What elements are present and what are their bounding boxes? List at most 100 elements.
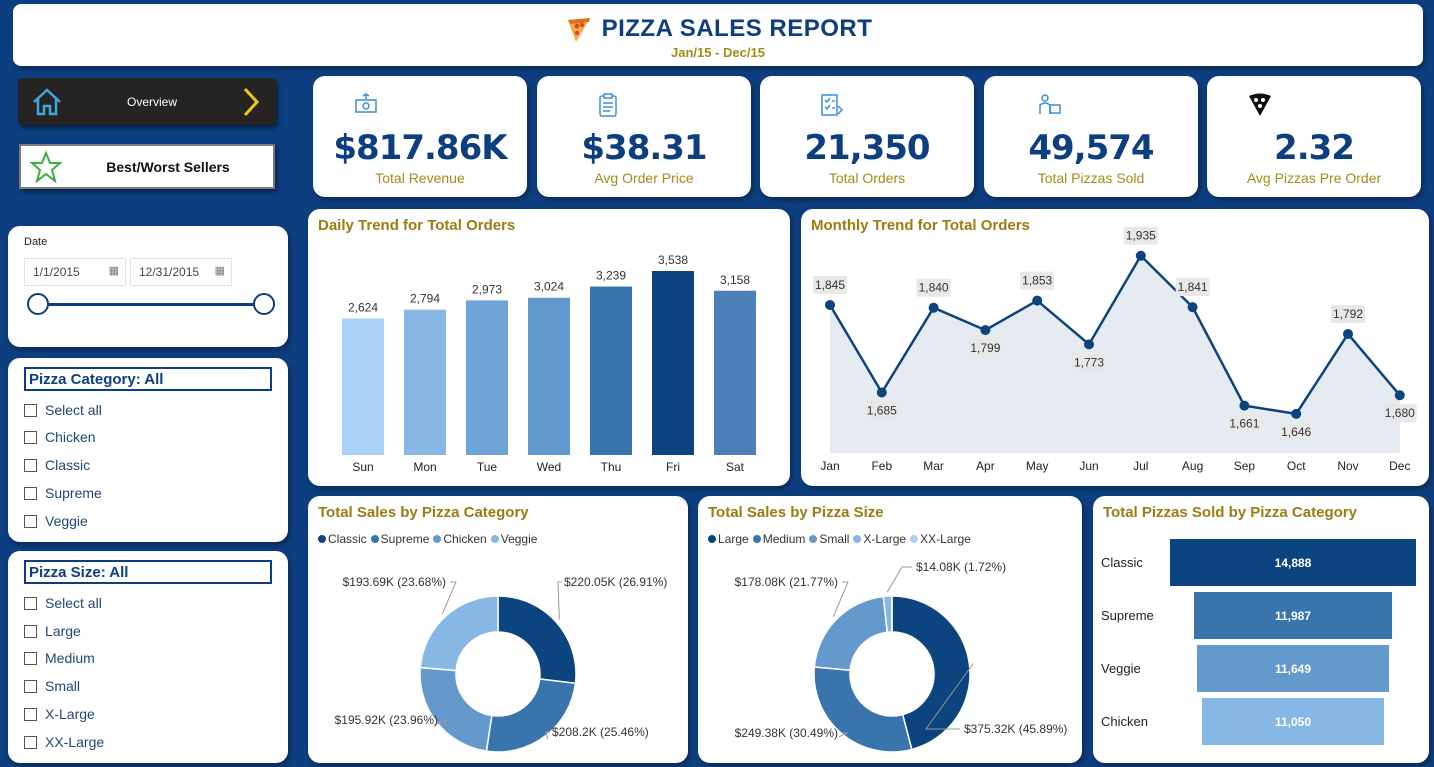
monthly-data-label: 1,680	[1385, 406, 1415, 420]
checkbox[interactable]	[24, 624, 37, 638]
legend-item[interactable]: X-Large	[853, 532, 906, 546]
daily-data-label: 3,024	[534, 280, 564, 294]
category-option-supreme[interactable]: Supreme	[24, 485, 102, 501]
legend-item[interactable]: Veggie	[490, 532, 537, 546]
kpi-total-orders: 21,350 Total Orders	[760, 76, 974, 197]
end-date-value: 12/31/2015	[139, 265, 200, 279]
donut-data-label: $178.08K (21.77%)	[735, 575, 838, 589]
monthly-data-point	[1032, 295, 1043, 306]
report-header: PIZZA SALES REPORT Jan/15 - Dec/15	[13, 4, 1423, 66]
donut-data-label: $375.32K (45.89%)	[964, 722, 1067, 736]
home-icon	[33, 87, 61, 115]
size-option-xx-large[interactable]: XX-Large	[24, 734, 104, 750]
donut-slice	[891, 595, 971, 751]
funnel-bar: 11,050	[1201, 698, 1385, 745]
donut-data-label: $14.08K (1.72%)	[916, 560, 1006, 574]
daily-bar	[404, 309, 446, 455]
page-title: PIZZA SALES REPORT	[601, 15, 873, 42]
category-option-chicken[interactable]: Chicken	[24, 429, 96, 445]
monthly-label-bg	[1227, 414, 1262, 433]
legend-item[interactable]: Classic	[318, 532, 367, 546]
overview-button[interactable]: Overview	[18, 78, 276, 125]
checkbox[interactable]	[24, 458, 37, 472]
funnel-category-label: Chicken	[1101, 714, 1148, 729]
monthly-label-bg	[813, 275, 847, 294]
monthly-label-bg	[1123, 226, 1158, 245]
monthly-x-tick: Jul	[1133, 459, 1148, 473]
monthly-data-point	[980, 325, 991, 336]
chart-legend: Large Medium Small X-Large XX-Large	[708, 532, 971, 546]
monthly-trend-plot: 1,845 Jan 1,685 Feb 1,840 Mar 1,799 Apr 1,853 May…	[813, 226, 1417, 473]
checkbox[interactable]	[24, 596, 37, 610]
pizza-category-slicer-header[interactable]: Pizza Category: All	[24, 367, 272, 391]
sales-by-category-donut: $220.05K (26.91%) $208.2K (25.46%) $195.92…	[335, 575, 667, 753]
daily-x-tick: Sun	[352, 460, 373, 474]
checkbox[interactable]	[24, 651, 37, 665]
kpi-value: 49,574	[1028, 128, 1154, 168]
size-option-large[interactable]: Large	[24, 623, 81, 639]
star-icon	[29, 149, 63, 184]
daily-data-label: 3,158	[720, 273, 750, 287]
start-date-input[interactable]: 1/1/2015 ▦	[24, 258, 126, 286]
category-option-select-all[interactable]: Select all	[24, 402, 102, 418]
option-label: Supreme	[45, 485, 102, 501]
category-option-veggie[interactable]: Veggie	[24, 513, 88, 529]
monthly-x-tick: Sep	[1234, 459, 1256, 473]
checkbox[interactable]	[24, 486, 37, 500]
monthly-label-bg	[916, 278, 951, 297]
date-range-end-handle[interactable]	[253, 293, 275, 315]
funnel-bar: 11,649	[1196, 645, 1390, 692]
date-range-start-handle[interactable]	[27, 293, 49, 315]
checkbox[interactable]	[24, 430, 37, 444]
legend-label: Small	[819, 532, 850, 546]
daily-bar	[528, 297, 570, 455]
monthly-label-bg	[1020, 271, 1055, 290]
legend-item[interactable]: Small	[809, 532, 849, 546]
kpi-label: Total Orders	[828, 170, 906, 186]
funnel-category-label: Supreme	[1101, 608, 1154, 623]
size-option-medium[interactable]: Medium	[24, 650, 95, 666]
option-label: Select all	[45, 402, 102, 418]
monthly-data-label: 1,661	[1229, 417, 1259, 431]
chart-title: Total Pizzas Sold by Pizza Category	[1103, 504, 1357, 521]
monthly-data-point	[928, 302, 939, 313]
pizzas-sold-by-category-chart: Total Pizzas Sold by Pizza Category 14,8…	[1093, 496, 1429, 763]
legend-item[interactable]: Supreme	[370, 532, 429, 546]
category-option-classic[interactable]: Classic	[24, 457, 90, 473]
option-label: Classic	[45, 457, 91, 473]
legend-item[interactable]: Chicken	[433, 532, 487, 546]
chart-title: Daily Trend for Total Orders	[318, 217, 516, 234]
legend-item[interactable]: XX-Large	[910, 532, 971, 546]
checkbox[interactable]	[24, 679, 37, 693]
donut-leader-line	[838, 732, 849, 738]
daily-x-tick: Mon	[413, 460, 436, 474]
option-label: Small	[45, 678, 81, 694]
daily-bar	[652, 271, 694, 455]
chart-title: Total Sales by Pizza Category	[318, 504, 529, 521]
monthly-data-label: 1,853	[1022, 274, 1052, 288]
legend-item[interactable]: Medium	[752, 532, 805, 546]
calendar-icon[interactable]: ▦	[108, 265, 119, 277]
pizza-size-slicer: Pizza Size: All Select all Large Medium …	[8, 551, 288, 763]
legend-label: Large	[718, 532, 749, 546]
checkbox[interactable]	[24, 707, 37, 721]
monthly-label-bg	[1382, 404, 1417, 423]
kpi-value: 2.32	[1274, 128, 1355, 168]
monthly-x-tick: May	[1026, 459, 1049, 473]
option-label: Large	[45, 623, 81, 639]
checkbox[interactable]	[24, 403, 37, 417]
checkbox[interactable]	[24, 514, 37, 528]
pizza-size-slicer-header[interactable]: Pizza Size: All	[24, 560, 272, 584]
donut-leader-line	[557, 581, 562, 620]
legend-label: Chicken	[443, 532, 487, 546]
monthly-x-tick: Feb	[871, 459, 892, 473]
daily-data-label: 3,239	[596, 269, 626, 283]
end-date-input[interactable]: 12/31/2015 ▦	[130, 258, 232, 286]
checkbox[interactable]	[24, 735, 37, 749]
best-worst-sellers-button[interactable]: Best/Worst Sellers	[19, 144, 275, 189]
calendar-icon[interactable]: ▦	[214, 265, 225, 277]
size-option-select-all[interactable]: Select all	[24, 595, 102, 611]
size-option-x-large[interactable]: X-Large	[24, 706, 95, 722]
legend-item[interactable]: Large	[708, 532, 749, 546]
size-option-small[interactable]: Small	[24, 678, 80, 694]
